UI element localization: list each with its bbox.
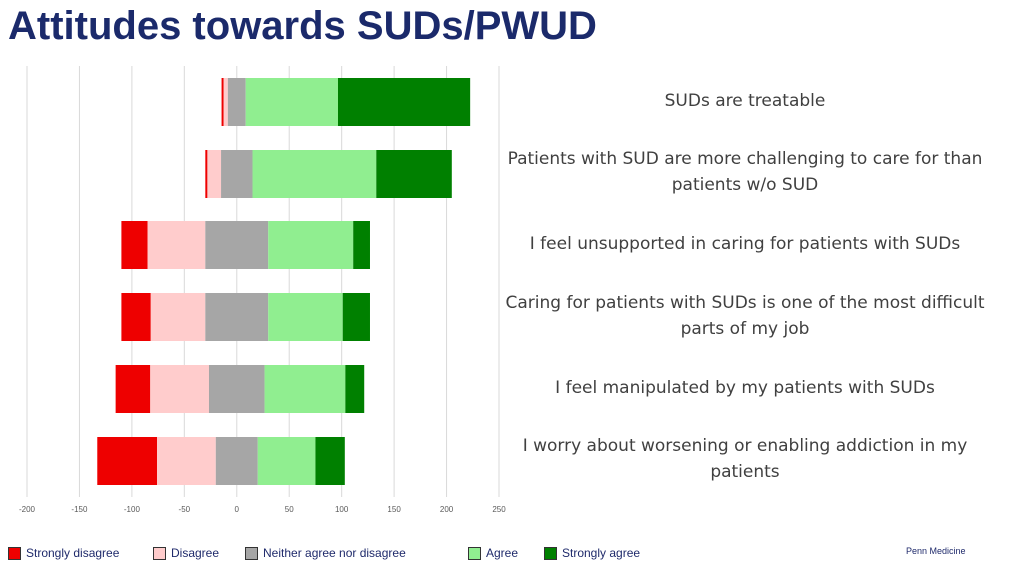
bar-segment [147, 221, 206, 269]
bar-segment [150, 293, 206, 341]
legend-label: Strongly disagree [26, 546, 120, 560]
bar-segment [205, 150, 208, 198]
statement-label: I feel unsupported in caring for patient… [529, 234, 961, 254]
statement-label: SUDs are treatable [664, 91, 826, 111]
x-tick-label: 100 [335, 505, 349, 514]
bar-segment [205, 221, 269, 269]
legend-label: Strongly agree [562, 546, 641, 560]
diverging-bar-chart: -200 -150 -100 -50 0 50 100 150 200 250 [19, 66, 506, 514]
legend-swatch [153, 546, 166, 560]
bar-segment [227, 78, 246, 126]
bar-segment [376, 150, 452, 198]
bar-segment [315, 437, 345, 485]
bar-segment [257, 437, 316, 485]
bar-segment [121, 221, 148, 269]
x-tick-label: 0 [235, 505, 240, 514]
x-axis-ticks: -200 -150 -100 -50 0 50 100 150 200 250 [19, 505, 506, 514]
bar-segment [268, 293, 343, 341]
bar-segment [205, 293, 269, 341]
bar-segment [115, 365, 151, 413]
legend-item: Neither agree nor disagree [245, 546, 406, 560]
footer-brand: Penn Medicine [906, 546, 966, 556]
x-tick-label: -50 [179, 505, 191, 514]
statement-label: I feel manipulated by my patients with S… [555, 378, 935, 398]
legend-item: Agree [468, 546, 518, 560]
page-title: Attitudes towards SUDs/PWUD [8, 4, 597, 48]
legend-item: Strongly agree [544, 546, 640, 560]
bar-segment [221, 150, 253, 198]
legend-label: Disagree [171, 546, 220, 560]
x-tick-label: -100 [124, 505, 141, 514]
bars [97, 78, 471, 485]
bar-segment [150, 365, 209, 413]
legend-swatch [468, 546, 481, 560]
bar-segment [157, 437, 216, 485]
x-tick-label: -150 [71, 505, 88, 514]
bar-segment [342, 293, 370, 341]
legend-label: Agree [486, 546, 519, 560]
legend-item: Strongly disagree [8, 546, 119, 560]
legend-label: Neither agree nor disagree [263, 546, 406, 560]
bar-segment [223, 78, 228, 126]
x-tick-label: 250 [492, 505, 506, 514]
legend-item: Disagree [153, 546, 219, 560]
bar-segment [264, 365, 346, 413]
bar-segment [268, 221, 354, 269]
bar-segment [221, 78, 224, 126]
x-tick-label: 200 [440, 505, 454, 514]
x-tick-label: 50 [285, 505, 294, 514]
bar-segment [215, 437, 258, 485]
bar-segment [121, 293, 151, 341]
bar-segment [337, 78, 471, 126]
x-tick-label: 150 [387, 505, 401, 514]
statement-label: I worry about worsening or enabling addi… [522, 436, 968, 482]
legend-swatch [245, 546, 258, 560]
bar-segment [207, 150, 222, 198]
statement-label: Patients with SUD are more challenging t… [507, 149, 983, 195]
x-tick-label: -200 [19, 505, 36, 514]
bar-segment [345, 365, 365, 413]
bar-segment [252, 150, 377, 198]
bar-segment [97, 437, 158, 485]
bar-segment [208, 365, 265, 413]
grid-lines [26, 66, 500, 497]
legend-swatch [544, 546, 557, 560]
bar-segment [245, 78, 338, 126]
legend: Strongly disagree Disagree Neither agree n… [0, 546, 1024, 566]
statement-label: Caring for patients with SUDs is one of … [505, 293, 985, 339]
legend-swatch [8, 546, 21, 560]
bar-segment [353, 221, 370, 269]
